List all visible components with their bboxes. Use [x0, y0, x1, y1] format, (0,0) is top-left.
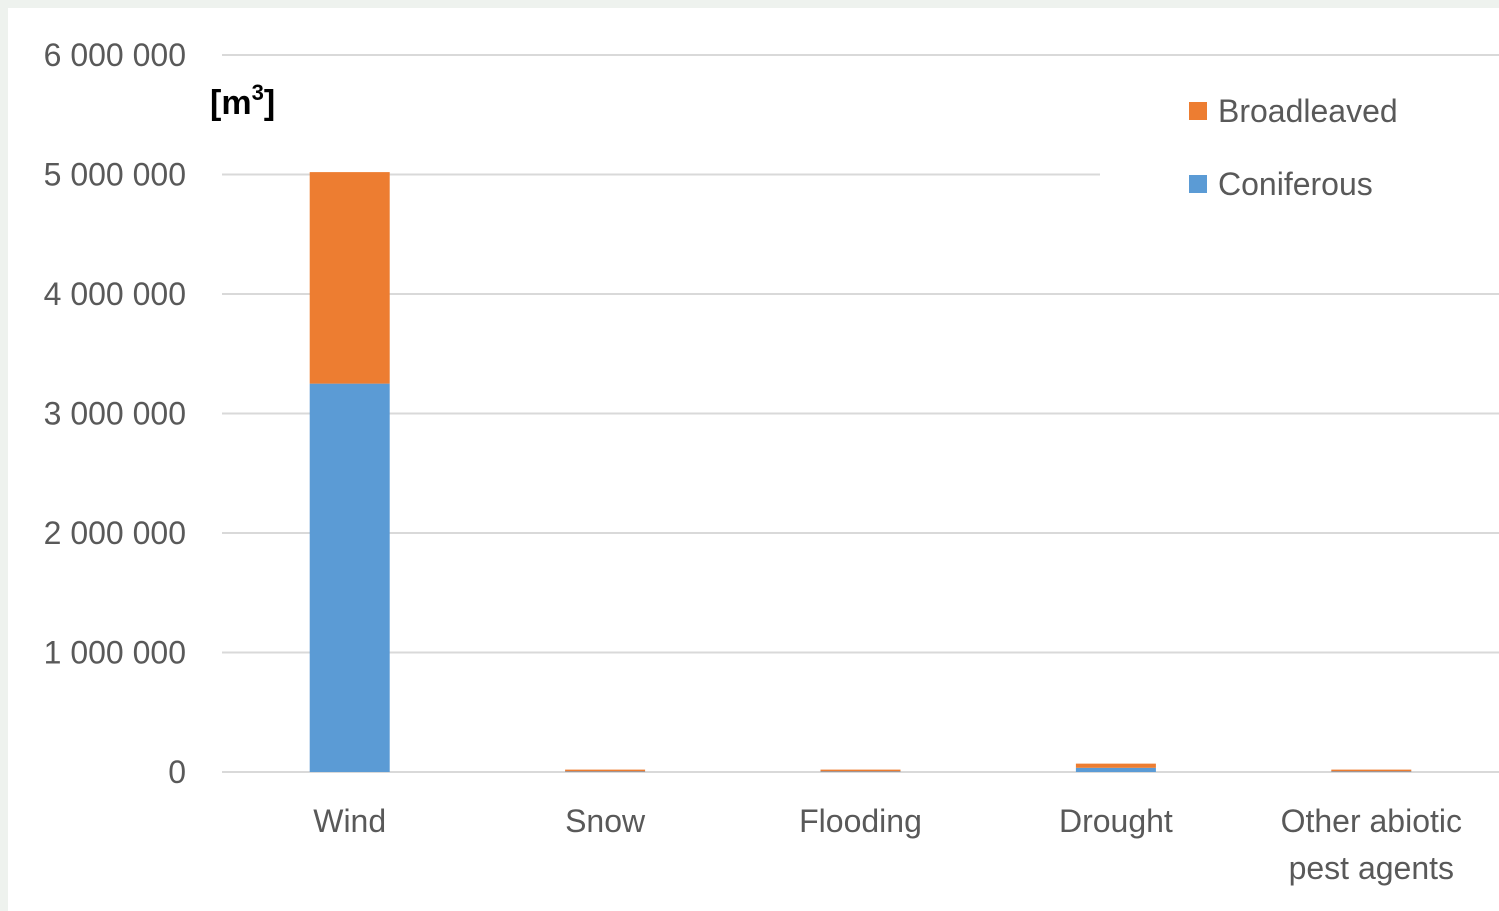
x-category-label-line: Wind [313, 803, 386, 839]
chart-panel: 0 1 000 000 2 000 000 3 000 000 4 000 000 5 0… [8, 8, 1499, 911]
bar-broadleaved [820, 769, 901, 772]
legend-label-broadleaved: Broadleaved [1218, 93, 1398, 129]
legend-swatch-broadleaved [1189, 102, 1207, 120]
y-tick-label: 5 000 000 [44, 157, 186, 193]
legend-label-coniferous: Coniferous [1218, 166, 1373, 202]
gridlines [222, 54, 1499, 773]
x-category-label-line: Other abiotic [1281, 803, 1462, 839]
y-tick-label: 1 000 000 [44, 635, 186, 671]
unit-label-text: [m [210, 84, 252, 122]
unit-label-superscript: 3 [252, 80, 264, 105]
bar-coniferous [1075, 767, 1156, 772]
unit-label: [m3] [210, 80, 275, 122]
unit-label-close: ] [264, 84, 275, 122]
x-category-label: Snow [565, 803, 646, 839]
x-category-label-line: Drought [1059, 803, 1173, 839]
x-category-label: Wind [313, 803, 386, 839]
bar-coniferous [565, 771, 646, 772]
bars [309, 172, 1412, 772]
bar-broadleaved [565, 769, 646, 772]
bar-broadleaved [1331, 769, 1412, 772]
x-category-label: Drought [1059, 803, 1173, 839]
y-tick-label: 2 000 000 [44, 515, 186, 551]
bar-coniferous [309, 383, 390, 772]
x-category-label-line: Flooding [799, 803, 922, 839]
y-axis-tick-labels: 0 1 000 000 2 000 000 3 000 000 4 000 000 5 0… [44, 37, 186, 790]
x-category-label-line: pest agents [1289, 850, 1454, 886]
x-category-label: Other abiotic pest agents [1281, 803, 1462, 886]
bar-broadleaved [309, 172, 390, 384]
x-category-label-line: Snow [565, 803, 646, 839]
y-tick-label: 6 000 000 [44, 37, 186, 73]
y-tick-label: 4 000 000 [44, 276, 186, 312]
x-category-label: Flooding [799, 803, 922, 839]
legend-background [1100, 78, 1499, 218]
bar-coniferous [1331, 771, 1412, 772]
bar-coniferous [820, 771, 901, 772]
y-tick-label: 3 000 000 [44, 396, 186, 432]
y-tick-label: 0 [168, 754, 186, 790]
legend-swatch-coniferous [1189, 175, 1207, 193]
bar-broadleaved [1075, 763, 1156, 768]
x-axis-category-labels: Wind Snow Flooding Drought Other abiotic pest… [313, 803, 1462, 886]
legend: Broadleaved Coniferous [1100, 78, 1499, 218]
stacked-bar-chart: 0 1 000 000 2 000 000 3 000 000 4 000 000 5 0… [44, 37, 1499, 886]
